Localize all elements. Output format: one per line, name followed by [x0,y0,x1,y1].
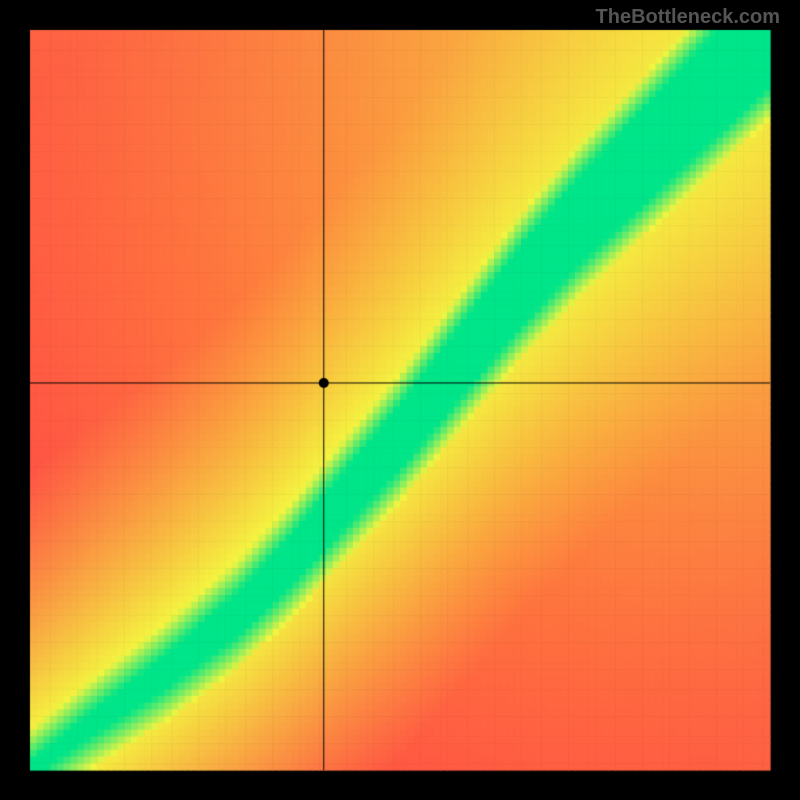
chart-container: TheBottleneck.com [0,0,800,800]
heatmap-canvas [0,0,800,800]
watermark-title: TheBottleneck.com [596,6,780,29]
